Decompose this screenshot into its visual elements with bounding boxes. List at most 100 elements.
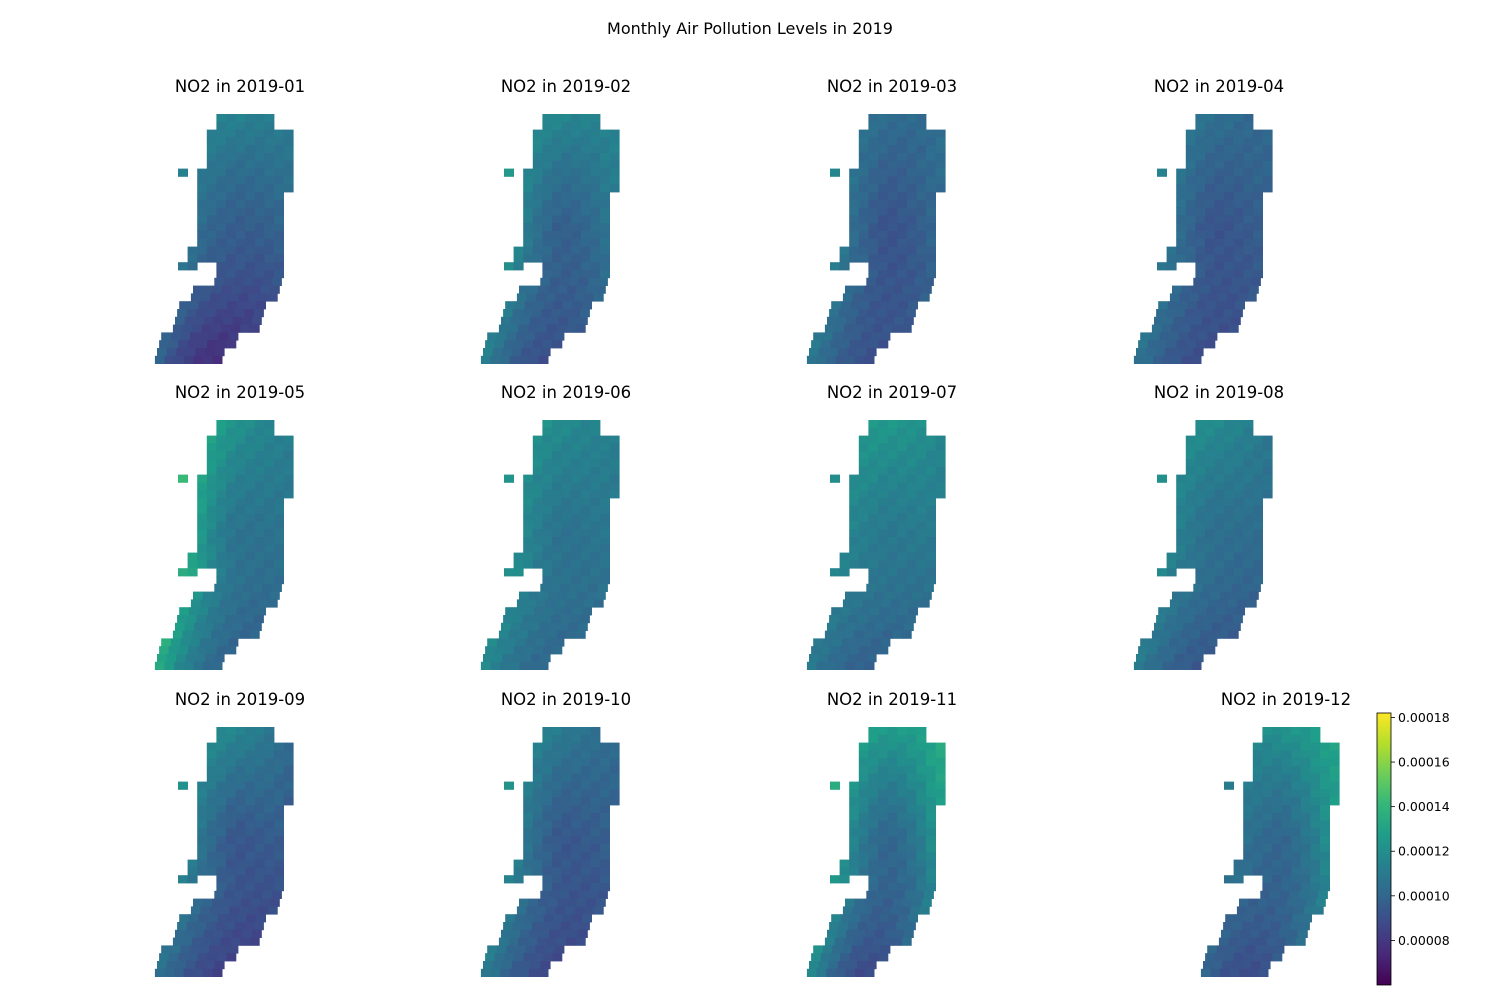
grid-cell	[235, 160, 246, 169]
grid-cell	[213, 622, 224, 631]
grid-cell	[590, 490, 601, 499]
grid-cell	[1151, 630, 1162, 639]
grid-cell	[559, 890, 570, 899]
grid-cell	[283, 797, 294, 806]
grid-cell	[1310, 727, 1321, 736]
grid-cell	[546, 324, 557, 333]
grid-cell	[878, 160, 888, 169]
grid-cell	[1256, 906, 1267, 915]
grid-cell	[197, 215, 208, 224]
grid-cell	[858, 844, 869, 853]
grid-cell	[609, 129, 620, 138]
grid-cell	[206, 513, 217, 522]
grid-cell	[600, 773, 610, 782]
grid-cell	[1214, 513, 1225, 522]
grid-cell	[906, 568, 917, 577]
grid-cell	[1262, 160, 1273, 169]
grid-cell	[254, 114, 265, 123]
grid-cell	[860, 301, 870, 310]
grid-cell	[1176, 521, 1187, 530]
grid-cell	[1205, 466, 1215, 475]
grid-cell	[513, 568, 524, 577]
grid-cell	[1281, 828, 1292, 837]
grid-cell	[264, 145, 275, 154]
grid-cell	[532, 176, 543, 185]
grid-cell	[830, 646, 841, 655]
grid-cell	[580, 727, 591, 736]
grid-cell	[535, 332, 546, 341]
grid-cell	[536, 906, 547, 915]
grid-cell	[561, 773, 572, 782]
grid-cell	[1176, 505, 1187, 514]
grid-cell	[221, 898, 232, 907]
grid-cell	[264, 246, 275, 255]
map-panel: NO2 in 2019-07	[806, 383, 957, 670]
grid-cell	[835, 355, 846, 364]
grid-cell	[858, 812, 869, 821]
grid-cell	[223, 316, 233, 325]
grid-cell	[561, 529, 572, 538]
grid-cell	[179, 607, 190, 616]
grid-cell	[245, 820, 256, 829]
grid-cell	[226, 750, 236, 759]
grid-cell	[199, 332, 210, 341]
grid-cell	[545, 293, 556, 302]
grid-cell	[245, 576, 256, 585]
grid-cell	[1224, 513, 1235, 522]
grid-cell	[1241, 583, 1252, 592]
grid-cell	[600, 820, 610, 829]
grid-cell	[216, 160, 227, 169]
grid-cell	[1253, 254, 1263, 263]
grid-cell	[578, 277, 589, 286]
grid-cell	[1205, 153, 1215, 162]
grid-cell	[187, 953, 198, 962]
grid-cell	[264, 742, 275, 751]
grid-cell	[235, 498, 246, 507]
grid-cell	[274, 828, 284, 837]
grid-cell	[1239, 968, 1250, 977]
grid-cell	[184, 622, 195, 631]
grid-cell	[1195, 568, 1206, 577]
grid-cell	[903, 622, 914, 631]
grid-cell	[542, 560, 553, 569]
grid-cell	[1165, 615, 1176, 624]
grid-cell	[901, 937, 912, 946]
grid-cell	[161, 332, 172, 341]
grid-cell	[873, 285, 884, 294]
grid-cell	[887, 766, 898, 775]
grid-cell	[1169, 638, 1179, 647]
grid-cell	[1243, 529, 1254, 538]
grid-cell	[532, 867, 543, 876]
grid-cell	[868, 727, 879, 736]
grid-cell	[505, 607, 516, 616]
grid-cell	[1310, 836, 1321, 845]
grid-cell	[1216, 945, 1227, 954]
grid-cell	[216, 867, 227, 876]
grid-cell	[251, 929, 262, 938]
grid-cell	[216, 199, 227, 208]
grid-cell	[568, 929, 579, 938]
grid-cell	[245, 121, 256, 130]
grid-cell	[1233, 427, 1244, 436]
grid-cell	[926, 766, 936, 775]
grid-cell	[878, 851, 888, 860]
grid-cell	[264, 466, 275, 475]
grid-cell	[858, 184, 869, 193]
grid-cell	[254, 851, 265, 860]
grid-cell	[197, 521, 208, 530]
grid-cell	[200, 906, 211, 915]
grid-cell	[206, 758, 217, 767]
grid-cell	[1185, 498, 1196, 507]
grid-cell	[228, 638, 239, 647]
grid-cell	[1195, 254, 1206, 263]
grid-cell	[878, 207, 888, 216]
grid-cell	[1219, 630, 1230, 639]
grid-cell	[254, 490, 265, 499]
grid-cell	[547, 898, 558, 907]
grid-cell	[216, 727, 227, 736]
grid-cell	[1176, 238, 1187, 247]
grid-cell	[590, 734, 601, 743]
grid-cell	[1310, 773, 1321, 782]
grid-cell	[538, 968, 549, 977]
grid-cell	[842, 945, 852, 954]
